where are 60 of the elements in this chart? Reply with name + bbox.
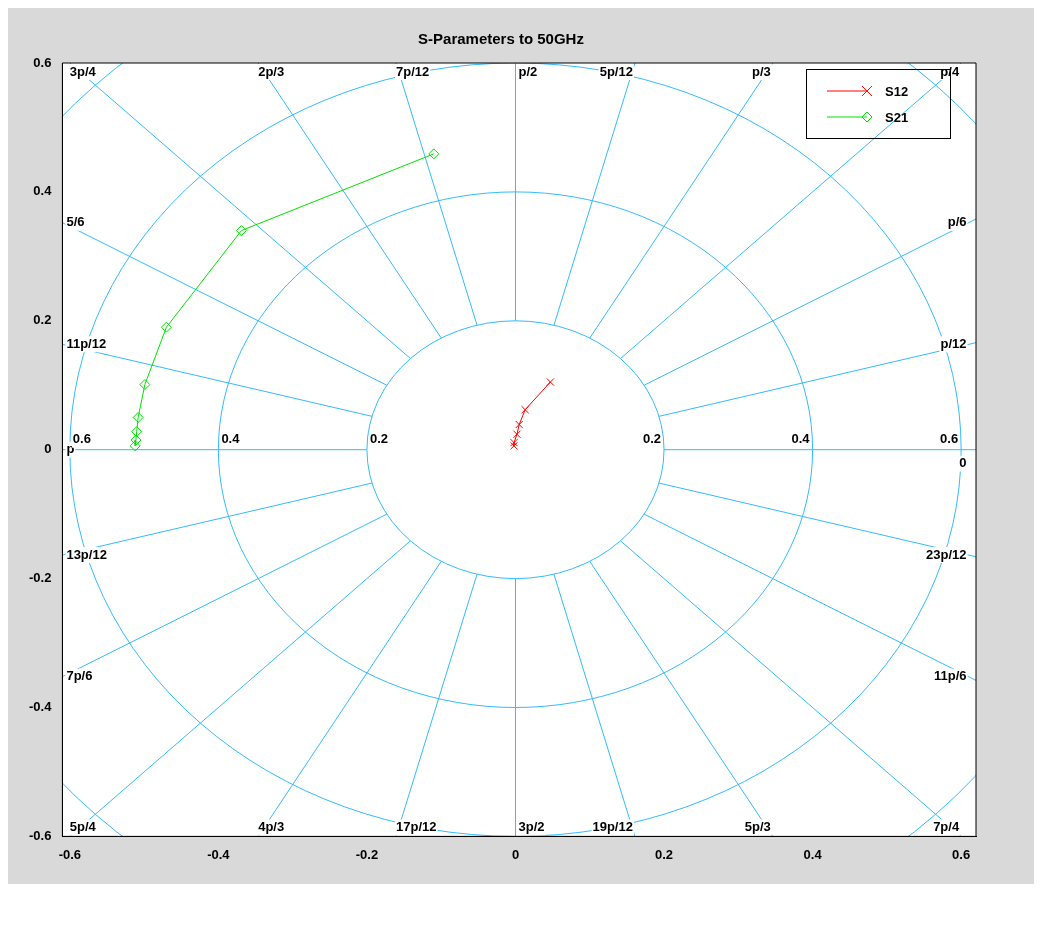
y-tick-label: 0.4	[33, 183, 53, 199]
point	[509, 438, 519, 447]
point	[131, 426, 143, 438]
point	[129, 440, 141, 452]
point	[160, 321, 172, 333]
annotation: 0.2	[642, 431, 662, 447]
legend-label: S21	[885, 109, 909, 125]
annotation: 11p/6	[934, 668, 967, 684]
annotation: 0.2	[369, 431, 389, 447]
annotation: 0.6	[940, 431, 959, 447]
annotation: 0	[959, 455, 967, 471]
annotation: 0.6	[72, 431, 91, 447]
point	[521, 405, 530, 414]
annotation: 7p/6	[66, 668, 93, 684]
x-tick-label: 0.4	[803, 846, 823, 862]
point	[132, 411, 144, 423]
point	[509, 441, 519, 450]
x-tick-label: -0.2	[355, 846, 379, 862]
annotation: 5/6	[66, 214, 85, 230]
point	[130, 434, 142, 446]
annotation: 13p/12	[66, 546, 107, 562]
y-tick-label: 0.2	[33, 312, 52, 328]
point	[546, 377, 555, 387]
annotation: 7p/4	[933, 818, 960, 834]
x-tick-label: -0.6	[58, 846, 82, 862]
chart-title: S-Parameters to 50GHz	[418, 30, 584, 48]
annotation: p/6	[947, 214, 967, 230]
y-tick-label: 0.6	[33, 54, 52, 70]
annotation: 19p/12	[592, 818, 633, 834]
annotation: p/12	[940, 335, 967, 351]
y-tick-label: -0.4	[28, 699, 53, 715]
annotation: 5p/4	[69, 818, 97, 834]
annotation: 17p/12	[396, 818, 437, 834]
y-tick-label: -0.2	[28, 570, 52, 586]
annotation: 5p/3	[744, 818, 771, 834]
annotation: 4p/3	[258, 818, 285, 834]
point	[235, 225, 247, 237]
annotation: 3p/4	[69, 63, 97, 79]
annotation: 0.4	[221, 431, 241, 447]
point	[139, 379, 151, 391]
annotation: 7p/12	[396, 63, 430, 79]
x-tick-label: 0.2	[655, 846, 674, 862]
x-tick-label: -0.4	[207, 846, 231, 862]
annotation: 23p/12	[926, 546, 967, 562]
point	[512, 430, 522, 439]
annotation: 0.4	[791, 431, 811, 447]
annotation: p/3	[752, 63, 771, 79]
annotation: p/2	[518, 63, 538, 79]
point	[428, 148, 440, 160]
annotation: 3p/2	[518, 818, 545, 834]
point	[515, 420, 524, 429]
x-tick-label: 0	[511, 846, 520, 862]
y-tick-label: 0	[44, 441, 52, 457]
y-tick-label: -0.6	[28, 827, 52, 843]
x-tick-label: 0.6	[952, 846, 971, 862]
legend-label: S12	[885, 83, 909, 99]
annotation: 11p/12	[66, 335, 107, 351]
annotation: 2p/3	[258, 63, 285, 79]
annotation: p	[66, 441, 75, 457]
annotation: 5p/12	[599, 63, 633, 79]
